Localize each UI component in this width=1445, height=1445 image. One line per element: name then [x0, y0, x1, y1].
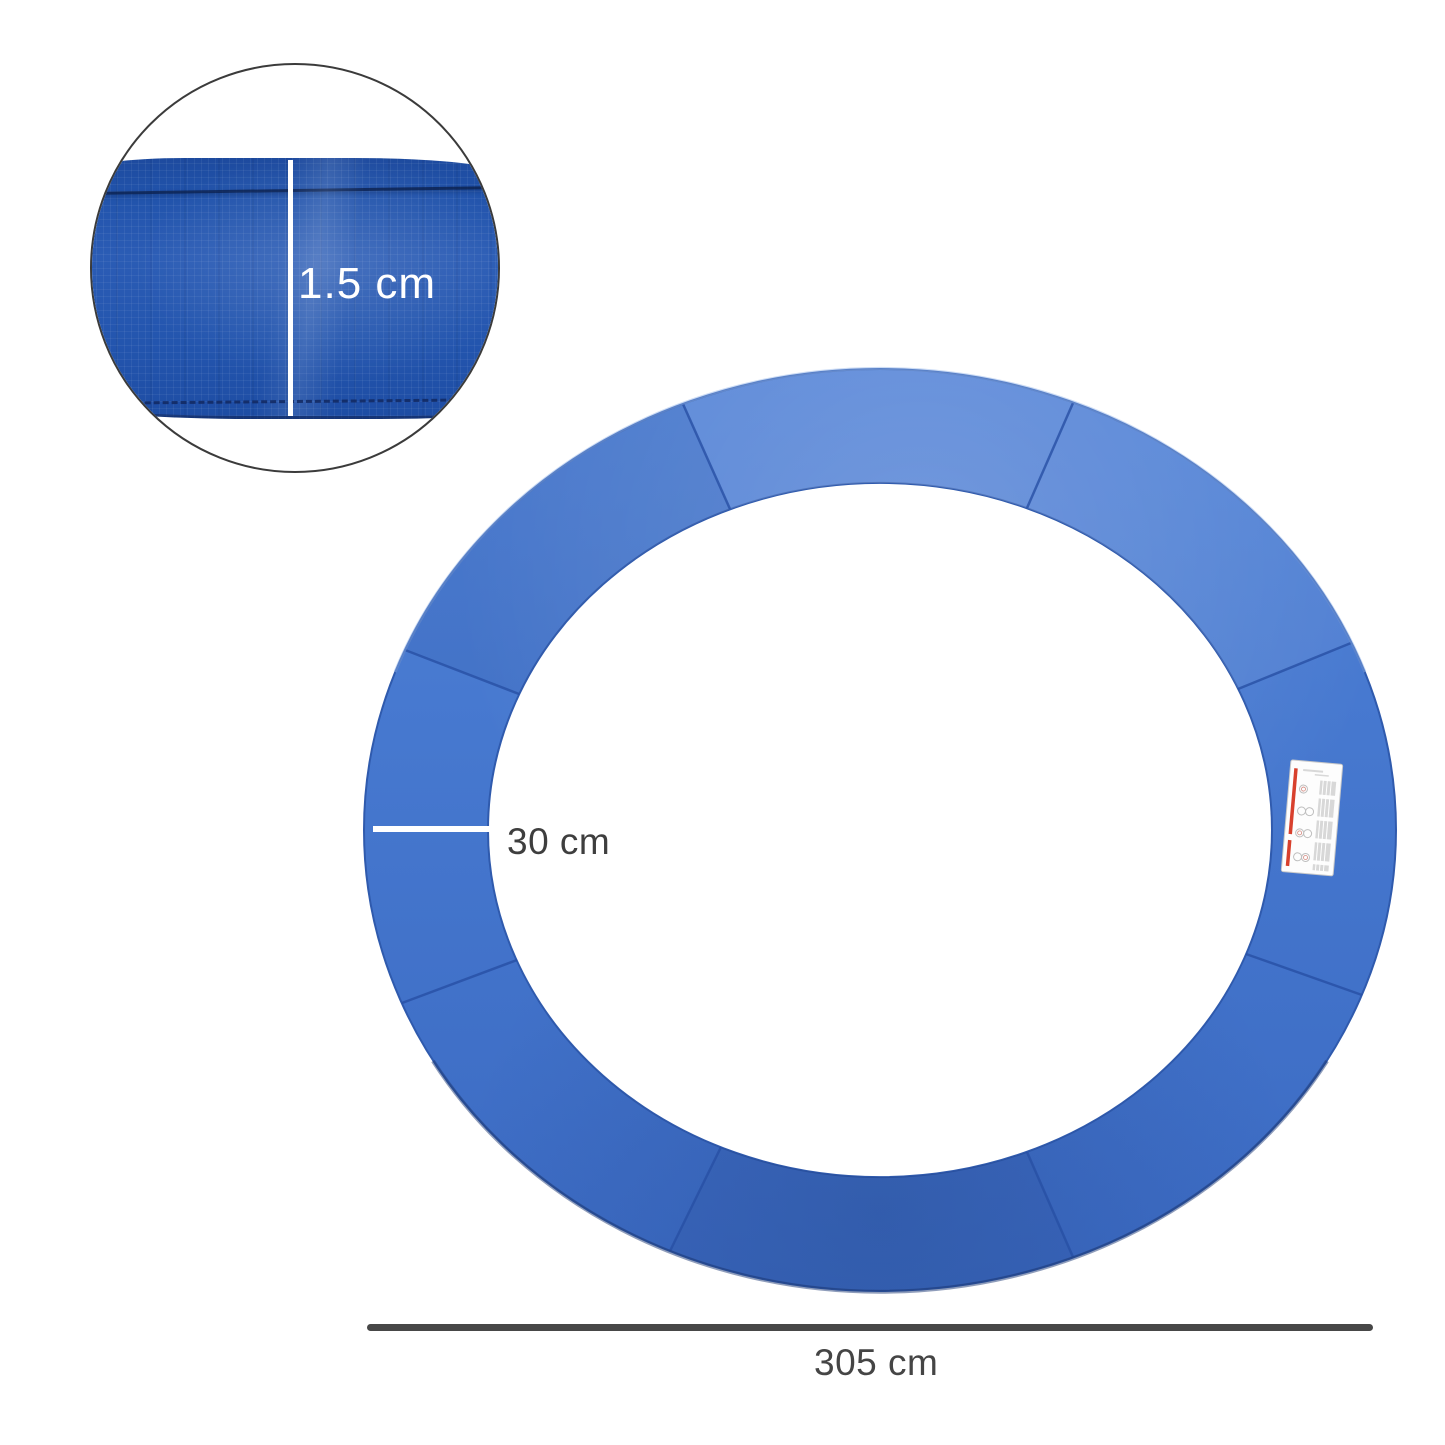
fabric-closeup: [92, 158, 498, 419]
pad-segment-tints: [405, 369, 1351, 1291]
diameter-line: [367, 1324, 1373, 1331]
pad-top-highlight: [393, 366, 1367, 673]
thickness-measure-line: [288, 160, 293, 416]
pad-seams: [401, 402, 1363, 1258]
pad-bottom-underside: [431, 1059, 1329, 1294]
pad-width-measure-line: [373, 826, 493, 832]
diameter-label: 305 cm: [814, 1342, 939, 1383]
warning-label: [1280, 759, 1344, 877]
thickness-detail-inset: 1.5 cm: [90, 63, 500, 473]
thickness-label: 1.5 cm: [298, 259, 437, 308]
pad-width-label: 30 cm: [507, 821, 611, 862]
